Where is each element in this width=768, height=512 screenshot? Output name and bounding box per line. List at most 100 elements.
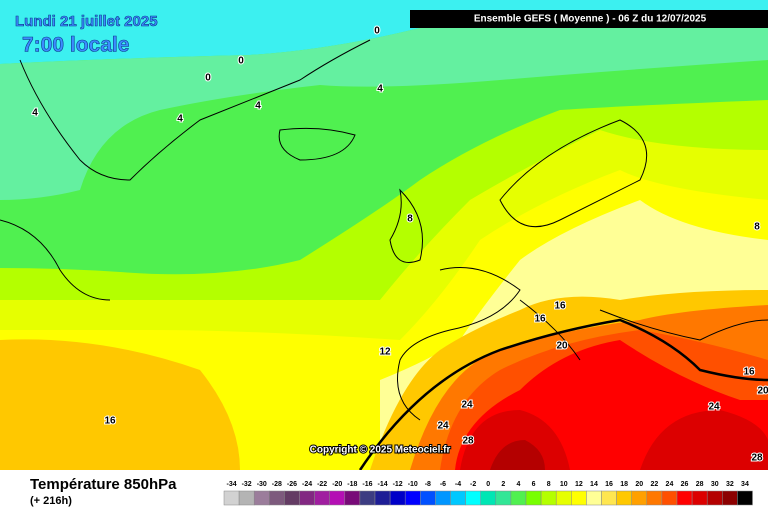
scale-label: 18 (620, 481, 628, 488)
scale-swatch (269, 490, 285, 506)
scale-label: 30 (711, 481, 719, 488)
contour-label: 4 (255, 101, 261, 112)
scale-label: 28 (696, 481, 704, 488)
footer-lead: (+ 216h) (30, 495, 72, 507)
scale-swatch (676, 490, 693, 506)
contour-label: 24 (461, 400, 473, 411)
scale-label: 14 (590, 481, 598, 488)
scale-swatch (631, 490, 648, 506)
scale-label: 12 (575, 481, 583, 488)
scale-swatch (706, 490, 723, 506)
scale-label: -18 (347, 481, 357, 488)
scale-swatch (389, 490, 406, 506)
header-box (410, 10, 768, 28)
model-run: Ensemble GEFS ( Moyenne ) - 06 Z du 12/0… (474, 14, 707, 25)
scale-swatch (435, 490, 451, 506)
contour-label: 0 (238, 56, 244, 67)
scale-label: -22 (317, 481, 327, 488)
scale-label: -12 (393, 481, 403, 488)
scale-swatch (495, 490, 512, 506)
scale-label: -34 (226, 481, 236, 488)
contour-label: 20 (757, 386, 768, 397)
contour-label: 12 (379, 347, 391, 358)
scale-swatch (238, 490, 255, 506)
scale-swatch (359, 490, 376, 506)
scale-label: 32 (726, 481, 734, 488)
contour-label: 24 (708, 402, 720, 413)
scale-label: 2 (501, 481, 505, 488)
scale-swatch (737, 490, 753, 506)
scale-swatch (691, 490, 708, 506)
field (0, 20, 768, 200)
scale-label: -10 (408, 481, 418, 488)
time: 7:00 locale (22, 34, 129, 57)
scale-swatch (601, 490, 617, 506)
contour-label: 8 (407, 214, 413, 225)
scale-swatch (253, 490, 270, 506)
contour-label: 16 (534, 314, 546, 325)
scale-label: 10 (560, 481, 568, 488)
contour-20 (358, 318, 768, 471)
scale-label: -28 (272, 481, 282, 488)
scale-swatch (586, 490, 602, 506)
scale-swatch (420, 490, 436, 506)
scale-label: 0 (486, 481, 490, 488)
scale-swatch (465, 490, 481, 506)
scale-label: 26 (681, 481, 689, 488)
scale-label: -16 (362, 481, 372, 488)
scale-label: -32 (242, 481, 252, 488)
scale-swatch (223, 490, 240, 506)
scale-label: -2 (470, 481, 476, 488)
scale-label: 8 (547, 481, 551, 488)
field (490, 440, 545, 470)
scale-label: -4 (455, 481, 461, 488)
scale-label: 20 (635, 481, 643, 488)
copyright: Copyright © 2025 Meteociel.fr (310, 445, 451, 456)
scale-label: 34 (741, 481, 749, 488)
scale-swatch (555, 490, 572, 506)
scale-label: 4 (516, 481, 520, 488)
contour-label: 4 (377, 84, 383, 95)
field (0, 339, 240, 470)
contour-label: 4 (32, 108, 38, 119)
scale-swatch (540, 490, 557, 506)
scale-label: -30 (257, 481, 267, 488)
contour-label: 20 (556, 341, 568, 352)
contour-label: 16 (743, 367, 755, 378)
scale-swatch (314, 490, 330, 506)
contour-label: 24 (437, 421, 449, 432)
coastlines (0, 39, 768, 421)
scale-label: -24 (302, 481, 312, 488)
scale-swatch (510, 490, 527, 506)
scale-label: 16 (605, 481, 613, 488)
scale-swatch (299, 490, 315, 506)
scale-label: 24 (666, 481, 674, 488)
scale-swatch (284, 490, 300, 506)
contour-label: 16 (554, 301, 566, 312)
scale-label: -6 (440, 481, 446, 488)
contour-label: 16 (104, 416, 116, 427)
contour-label: 0 (205, 73, 211, 84)
contour-label: 4 (177, 114, 183, 125)
scale-label: -8 (425, 481, 431, 488)
scale-swatch (450, 490, 466, 506)
scale-swatch (404, 490, 421, 506)
date: Lundi 21 juillet 2025 (15, 13, 158, 30)
contour-label: 28 (751, 453, 763, 464)
scale-label: -14 (377, 481, 387, 488)
contour-label: 8 (754, 222, 760, 233)
contour-label: 28 (462, 436, 474, 447)
footer-title: Température 850hPa (30, 476, 177, 493)
scale-label: 22 (650, 481, 658, 488)
scale-swatch (329, 490, 346, 506)
scale-swatch (480, 490, 497, 506)
scale-label: 6 (532, 481, 536, 488)
scale-swatch (571, 490, 587, 506)
contour-label: 0 (374, 26, 380, 37)
scale-swatch (374, 490, 391, 506)
scale-label: -20 (332, 481, 342, 488)
scale-swatch (722, 490, 738, 506)
scale-swatch (646, 490, 663, 506)
scale-swatch (661, 490, 678, 506)
